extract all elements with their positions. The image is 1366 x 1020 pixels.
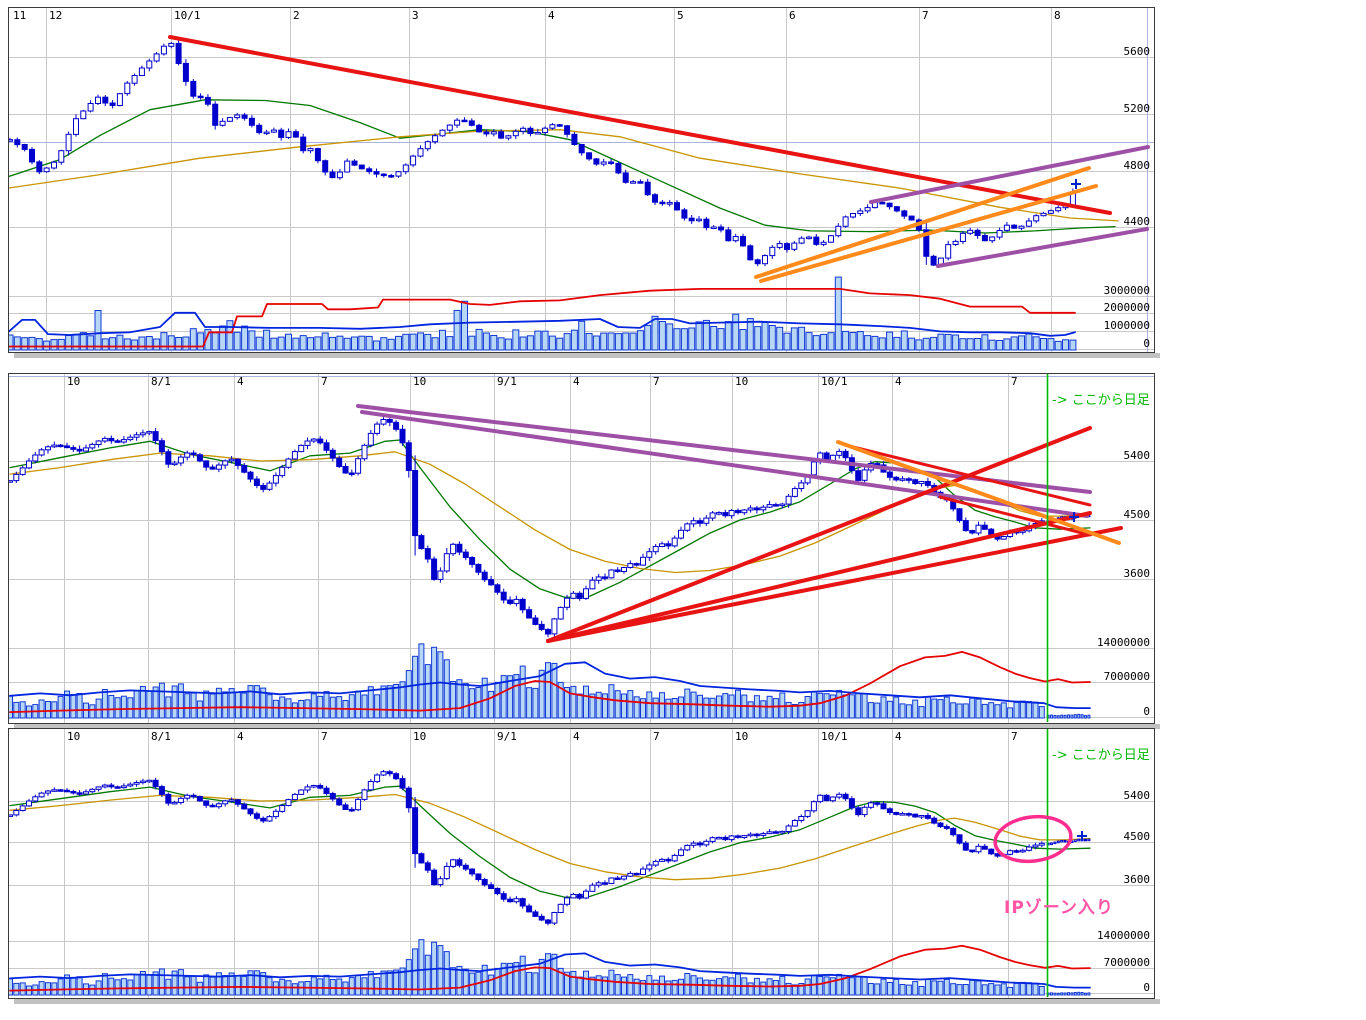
volume-layer: [8, 643, 1091, 719]
svg-text:3600: 3600: [1124, 873, 1151, 886]
svg-text:0: 0: [1143, 705, 1150, 718]
svg-text:5200: 5200: [1124, 102, 1151, 115]
weekly-chart-panel-ipzone[interactable]: 10 8/1 4 7 10 9/1 4 7 10 10/1 4 7 5400 4500 3600 140000…: [8, 728, 1155, 999]
svg-text:7: 7: [321, 730, 328, 743]
svg-text:5: 5: [677, 9, 684, 22]
svg-text:10/1: 10/1: [174, 9, 201, 22]
ip-zone-label: IPゾーン入り: [1004, 898, 1114, 918]
svg-text:4500: 4500: [1124, 830, 1151, 843]
svg-text:6: 6: [789, 9, 796, 22]
svg-text:5400: 5400: [1124, 449, 1151, 462]
candlestick-layer: [8, 769, 1091, 926]
svg-text:14000000: 14000000: [1097, 929, 1150, 942]
svg-text:4: 4: [548, 9, 555, 22]
svg-text:7: 7: [922, 9, 929, 22]
svg-text:14000000: 14000000: [1097, 636, 1150, 649]
svg-text:4400: 4400: [1124, 215, 1151, 228]
last-price-cross-marker: [1069, 512, 1079, 522]
svg-text:10/1: 10/1: [821, 730, 848, 743]
svg-text:5400: 5400: [1124, 789, 1151, 802]
svg-text:7: 7: [1011, 730, 1018, 743]
svg-text:3600: 3600: [1124, 567, 1151, 580]
svg-text:4: 4: [237, 375, 244, 388]
svg-text:8/1: 8/1: [151, 375, 171, 388]
svg-text:0: 0: [1143, 337, 1150, 350]
candlestick-layer: [8, 37, 1076, 267]
last-price-cross-marker: [1071, 179, 1081, 189]
panel-border: [8, 373, 1155, 724]
svg-text:7: 7: [653, 375, 660, 388]
svg-text:10: 10: [413, 730, 426, 743]
svg-text:7: 7: [1011, 375, 1018, 388]
svg-text:10: 10: [735, 375, 748, 388]
last-price-cross-marker: [1077, 831, 1087, 841]
panel-shadow: [14, 999, 1160, 1004]
svg-text:1000000: 1000000: [1104, 319, 1150, 332]
panel-shadow: [14, 724, 1160, 729]
volume-layer: [8, 276, 1077, 351]
svg-text:7: 7: [321, 375, 328, 388]
svg-text:7000000: 7000000: [1104, 956, 1150, 969]
svg-text:12: 12: [49, 9, 62, 22]
svg-text:4: 4: [573, 375, 580, 388]
svg-text:9/1: 9/1: [497, 375, 517, 388]
svg-text:4: 4: [895, 375, 902, 388]
ip-zone-ellipse[interactable]: [993, 813, 1074, 866]
panel-border: [8, 7, 1155, 353]
svg-text:9/1: 9/1: [497, 730, 517, 743]
daily-transition-note-weekly-panel: -> ここから日足: [1052, 393, 1150, 408]
svg-text:10: 10: [67, 375, 80, 388]
svg-text:7: 7: [653, 730, 660, 743]
daily-chart-panel[interactable]: 11 12 10/1 2 3 4 5 6 7 8 5600 5200 4800 4400 3000000 20…: [7, 7, 1155, 353]
svg-text:0: 0: [1143, 981, 1150, 994]
weekly-chart-panel-trendlines[interactable]: 10 8/1 4 7 10 9/1 4 7 10 10/1 4 7 5400 4500 3600 140000…: [8, 373, 1155, 724]
svg-text:2: 2: [293, 9, 300, 22]
svg-text:5600: 5600: [1124, 45, 1151, 58]
svg-text:10: 10: [735, 730, 748, 743]
svg-text:3000000: 3000000: [1104, 284, 1150, 297]
panel-border: [8, 728, 1155, 999]
svg-text:11: 11: [13, 9, 26, 22]
svg-text:10: 10: [413, 375, 426, 388]
svg-text:4500: 4500: [1124, 508, 1151, 521]
svg-text:10: 10: [67, 730, 80, 743]
svg-text:3: 3: [412, 9, 419, 22]
axis-label-layer: 10 8/1 4 7 10 9/1 4 7 10 10/1 4 7 5400 4500 3600 140000…: [67, 375, 1150, 718]
axis-label-layer: 11 12 10/1 2 3 4 5 6 7 8 5600 5200 4800 4400 3000000 20…: [13, 9, 1150, 350]
axis-label-layer: 10 8/1 4 7 10 9/1 4 7 10 10/1 4 7 5400 4500 3600 140000…: [67, 730, 1150, 994]
svg-text:4: 4: [237, 730, 244, 743]
svg-text:2000000: 2000000: [1104, 301, 1150, 314]
panel-shadow: [14, 353, 1160, 358]
svg-text:8/1: 8/1: [151, 730, 171, 743]
trendline-layer[interactable]: [356, 404, 1123, 643]
grid-layer: [8, 728, 1154, 998]
moving-average-layer: [9, 785, 1091, 898]
trendline-layer[interactable]: [168, 35, 1150, 283]
svg-text:7000000: 7000000: [1104, 670, 1150, 683]
daily-transition-note-ipzone-panel: -> ここから日足: [1052, 748, 1150, 763]
volume-layer: [8, 939, 1091, 996]
svg-text:10/1: 10/1: [821, 375, 848, 388]
svg-text:4800: 4800: [1124, 159, 1151, 172]
svg-text:8: 8: [1054, 9, 1061, 22]
svg-text:4: 4: [895, 730, 902, 743]
svg-text:4: 4: [573, 730, 580, 743]
